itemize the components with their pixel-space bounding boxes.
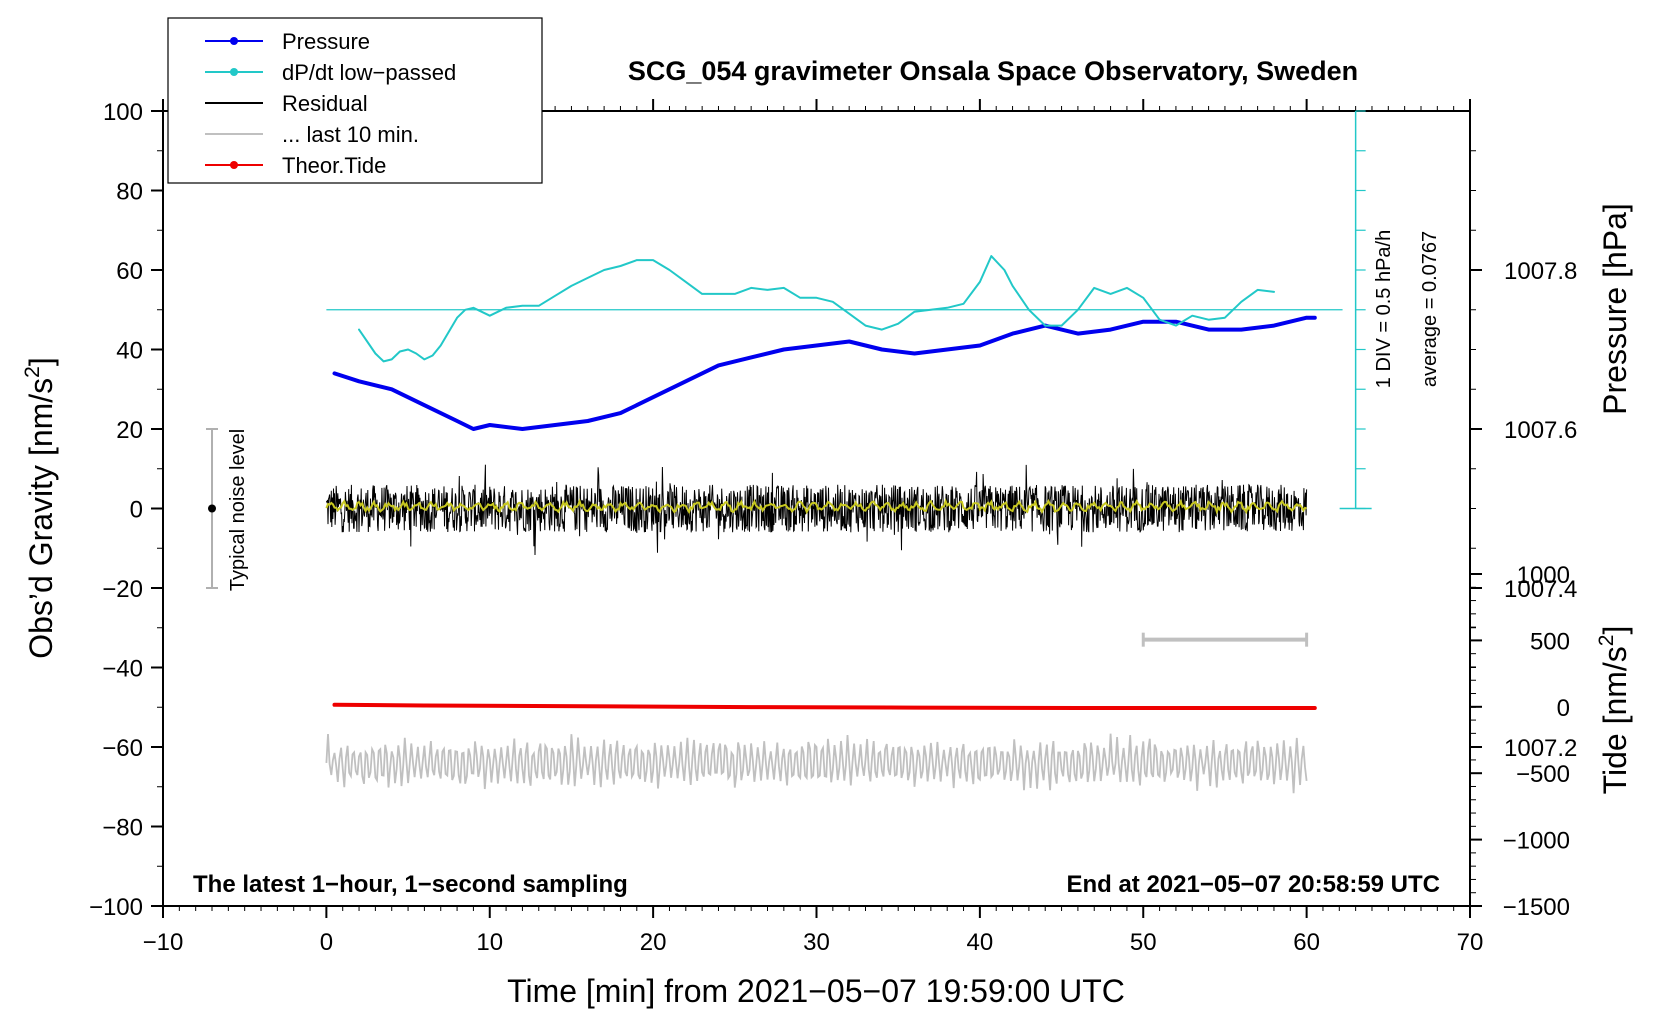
x-axis-ticks: −10 0 10 20 30 40 50 60 70 xyxy=(143,99,1484,956)
legend-label: dP/dt low−passed xyxy=(282,60,456,85)
pressure-tick-label: 1007.8 xyxy=(1504,258,1577,285)
pressure-tick-label: 1007.6 xyxy=(1504,417,1577,444)
scale-bar-label-div: 1 DIV = 0.5 hPa/h xyxy=(1373,230,1395,388)
legend-label: ... last 10 min. xyxy=(282,122,419,147)
tide-tick-label: 1000 xyxy=(1517,562,1570,589)
x-tick-label: −10 xyxy=(143,929,184,956)
pressure-axis-ticks: 1007.2 1007.4 1007.6 1007.8 xyxy=(1470,150,1577,762)
last-10-min-bar xyxy=(1141,632,1309,647)
legend-swatch-marker xyxy=(230,68,238,76)
legend-swatch-marker xyxy=(230,161,238,169)
noise-center-point xyxy=(208,504,217,513)
x-tick-label: 50 xyxy=(1130,929,1157,956)
noise-level-indicator xyxy=(206,428,219,589)
residual-series-line xyxy=(325,464,1308,556)
x-tick-label: 10 xyxy=(476,929,503,956)
residual-smoothed-line xyxy=(325,498,1307,515)
last-10-min-series-line xyxy=(325,733,1308,794)
x-tick-label: 70 xyxy=(1457,929,1484,956)
tide-axis-title: Tide [nm/s2] xyxy=(1595,626,1633,795)
pressure-tick-label: 1007.4 xyxy=(1504,576,1577,603)
legend: Pressure dP/dt low−passed Residual ... last… xyxy=(167,17,543,184)
legend-label: Residual xyxy=(282,91,368,116)
x-tick-label: 30 xyxy=(803,929,830,956)
y-tick-label: 100 xyxy=(103,99,143,126)
y-tick-label: 0 xyxy=(130,497,143,524)
tide-tick-label: −1500 xyxy=(1503,894,1570,921)
series-2-line xyxy=(332,702,1317,710)
y-axis-left-ticks: −100 −80 −60 −40 −20 0 20 40 60 80 100 xyxy=(89,99,163,921)
pressure-axis-title: Pressure [hPa] xyxy=(1597,203,1633,415)
series-layer xyxy=(325,255,1317,794)
x-tick-label: 60 xyxy=(1293,929,1320,956)
x-tick-label: 0 xyxy=(320,929,333,956)
legend-box xyxy=(167,17,543,184)
legend-label: Theor.Tide xyxy=(282,153,386,178)
tide-tick-label: −1000 xyxy=(1503,828,1570,855)
x-tick-label: 20 xyxy=(640,929,667,956)
y-tick-label: −80 xyxy=(102,815,143,842)
series-1-line xyxy=(358,255,1275,363)
tide-tick-label: 500 xyxy=(1530,628,1570,655)
chart-title: SCG_054 gravimeter Onsala Space Observat… xyxy=(628,56,1358,86)
pressure-tick-label: 1007.2 xyxy=(1504,735,1577,762)
noise-level-label: Typical noise level xyxy=(227,429,249,591)
y-tick-label: 80 xyxy=(116,179,143,206)
y-tick-label: 60 xyxy=(116,258,143,285)
x-axis-title: Time [min] from 2021−05−07 19:59:00 UTC xyxy=(507,973,1125,1009)
y-tick-label: 20 xyxy=(116,417,143,444)
footer-right-note: End at 2021−05−07 20:58:59 UTC xyxy=(1066,871,1440,898)
y-tick-label: −100 xyxy=(89,894,143,921)
x-tick-label: 40 xyxy=(967,929,994,956)
y-axis-left-title: Obs’d Gravity [nm/s2] xyxy=(21,357,59,659)
tide-tick-label: 0 xyxy=(1557,695,1570,722)
tide-tick-label: −500 xyxy=(1516,761,1570,788)
y-tick-label: 40 xyxy=(116,338,143,365)
pressure-rate-scale-bar xyxy=(326,110,1372,510)
footer-left-note: The latest 1−hour, 1−second sampling xyxy=(193,871,628,898)
legend-swatch-marker xyxy=(230,37,238,45)
series-0-line xyxy=(332,315,1317,431)
legend-label: Pressure xyxy=(282,29,370,54)
tide-axis-ticks: −1500 −1000 −500 0 500 1000 xyxy=(1470,562,1570,921)
y-tick-label: −20 xyxy=(102,576,143,603)
scale-bar-label-average: average = 0.0767 xyxy=(1419,231,1441,387)
y-tick-label: −60 xyxy=(102,735,143,762)
y-tick-label: −40 xyxy=(102,656,143,683)
